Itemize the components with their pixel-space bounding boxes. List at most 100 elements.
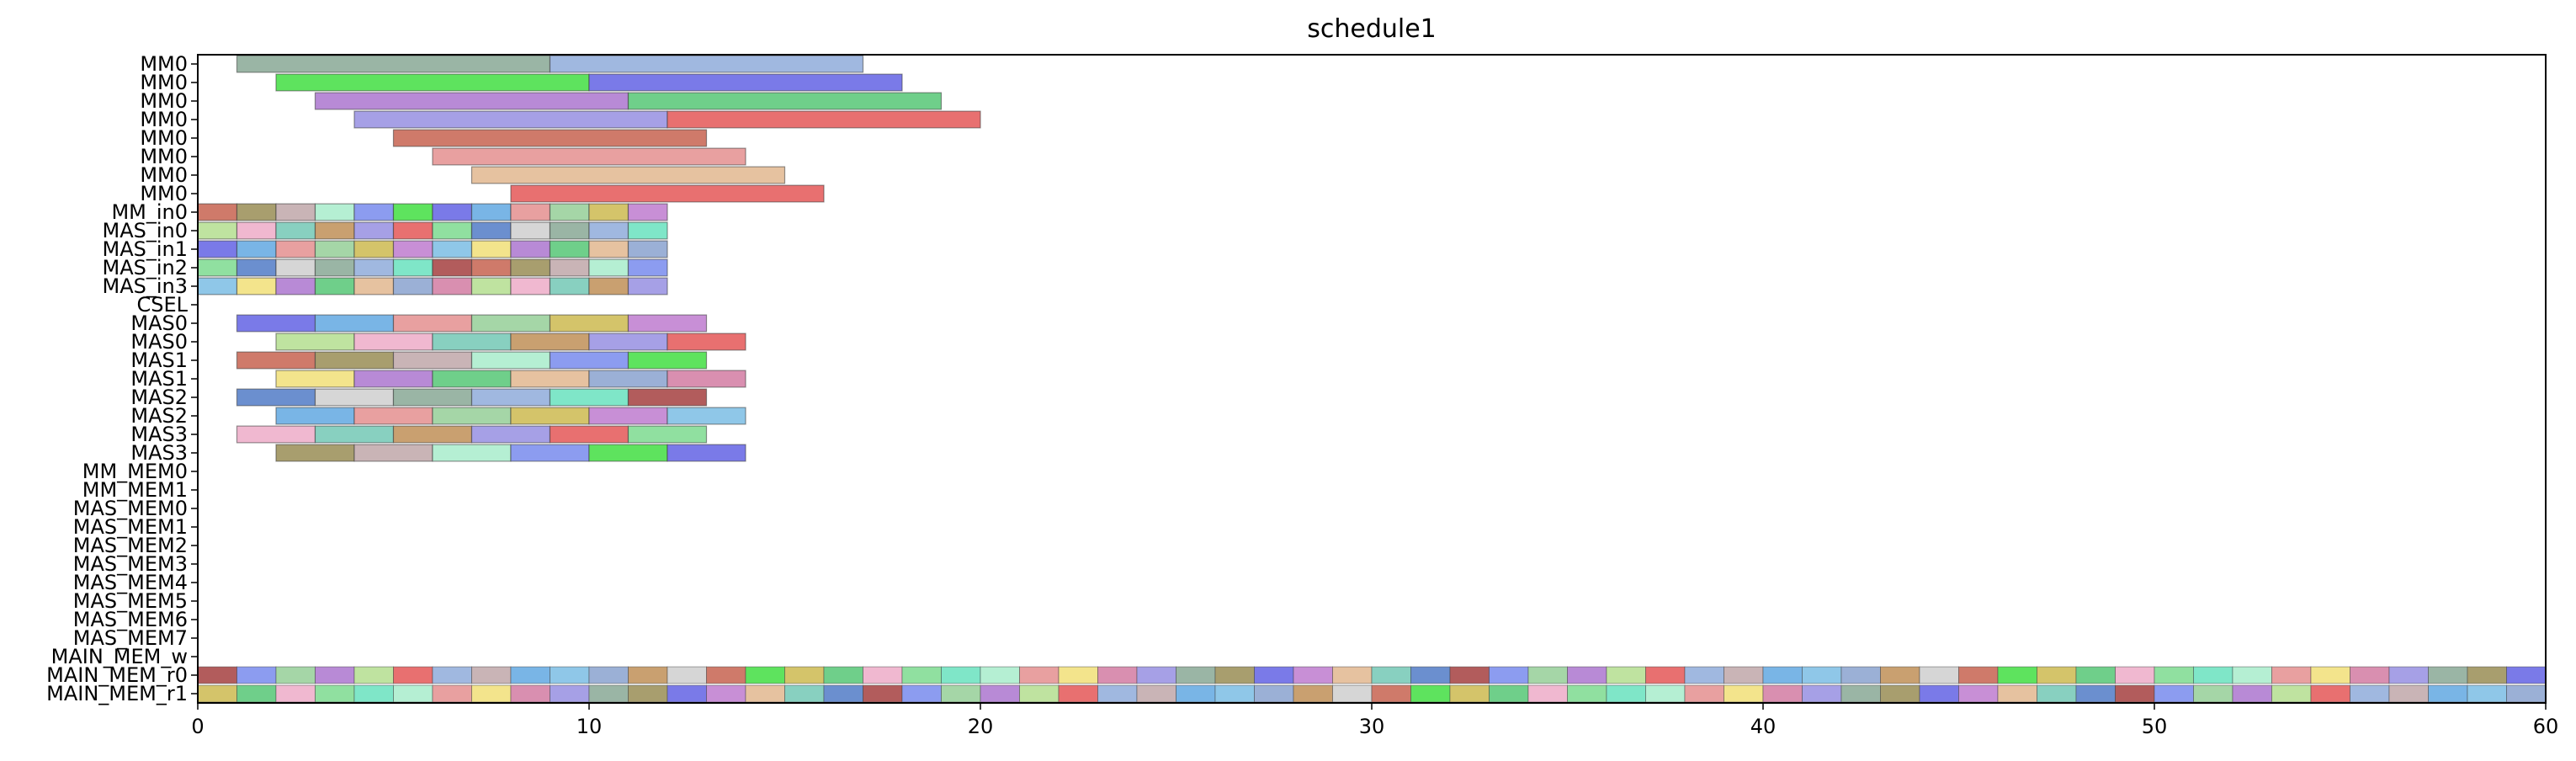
schedule-bar bbox=[1645, 684, 1686, 703]
x-tick-label: 60 bbox=[2533, 715, 2559, 738]
schedule-bar bbox=[667, 333, 746, 351]
schedule-bar bbox=[2467, 666, 2507, 684]
schedule-bar bbox=[706, 666, 746, 684]
schedule-bar bbox=[2193, 666, 2233, 684]
x-tick-label: 10 bbox=[576, 715, 603, 738]
schedule-bar bbox=[1136, 666, 1176, 684]
schedule-bar bbox=[314, 258, 355, 277]
schedule-bar bbox=[1880, 684, 1920, 703]
y-tick-label: MAS0 bbox=[130, 311, 188, 335]
schedule-bar bbox=[432, 258, 473, 277]
schedule-bar bbox=[314, 351, 395, 370]
schedule-bar bbox=[315, 666, 355, 684]
schedule-bar bbox=[470, 277, 512, 295]
schedule-bar bbox=[588, 666, 629, 684]
schedule-bar bbox=[588, 407, 668, 425]
y-tick-label: MAS1 bbox=[130, 349, 188, 372]
schedule-bar bbox=[197, 684, 237, 703]
schedule-bar bbox=[2428, 684, 2468, 703]
bars-layer bbox=[197, 55, 2547, 703]
schedule-bar bbox=[1332, 684, 1373, 703]
schedule-bar bbox=[432, 444, 512, 462]
schedule-bar bbox=[275, 333, 355, 351]
y-tick-label: MAIN_MEM_w bbox=[51, 645, 188, 668]
y-tick-label: MAS_in2 bbox=[102, 256, 188, 279]
y-tick-label: MM0 bbox=[140, 108, 188, 131]
y-tick-label: MAS_MEM4 bbox=[73, 571, 188, 594]
schedule-bar bbox=[2115, 666, 2155, 684]
schedule-bar bbox=[784, 666, 825, 684]
schedule-bar bbox=[432, 407, 512, 425]
schedule-bar bbox=[2037, 666, 2077, 684]
y-tick-label: MAIN_MEM_r0 bbox=[46, 663, 188, 687]
schedule-bar bbox=[1019, 684, 1060, 703]
schedule-bar bbox=[275, 258, 316, 277]
schedule-bar bbox=[2350, 666, 2390, 684]
y-tick-label: MAS_in0 bbox=[102, 219, 188, 242]
schedule-bar bbox=[275, 684, 316, 703]
schedule-bar bbox=[2506, 666, 2547, 684]
schedule-bar bbox=[314, 203, 355, 221]
schedule-bar bbox=[901, 666, 942, 684]
y-tick-label: MM_MEM1 bbox=[82, 478, 188, 502]
schedule-bar bbox=[236, 277, 277, 295]
schedule-bar bbox=[236, 666, 277, 684]
y-tick-label: MAS_in3 bbox=[102, 274, 188, 298]
schedule-bar bbox=[1567, 666, 1607, 684]
schedule-bar bbox=[2388, 666, 2429, 684]
schedule-bar bbox=[314, 92, 629, 110]
schedule-bar bbox=[236, 388, 316, 407]
y-tick-label: MAS_MEM7 bbox=[73, 626, 188, 650]
schedule-bar bbox=[1449, 684, 1490, 703]
schedule-bar bbox=[236, 240, 277, 258]
schedule-bar bbox=[1332, 666, 1373, 684]
schedule-bar bbox=[549, 240, 590, 258]
schedule-bar bbox=[627, 92, 943, 110]
schedule-bar bbox=[667, 666, 707, 684]
schedule-bar bbox=[627, 351, 708, 370]
y-tick-label: MM0 bbox=[140, 89, 188, 113]
schedule-bar bbox=[1176, 666, 1216, 684]
schedule-bar bbox=[1527, 684, 1568, 703]
schedule-bar bbox=[197, 258, 238, 277]
schedule-bar bbox=[823, 684, 863, 703]
schedule-bar bbox=[392, 203, 433, 221]
schedule-bar bbox=[510, 370, 590, 388]
schedule-bar bbox=[1176, 684, 1216, 703]
schedule-bar bbox=[510, 240, 551, 258]
schedule-bar bbox=[1254, 666, 1294, 684]
schedule-bar bbox=[2467, 684, 2507, 703]
schedule-bar bbox=[549, 55, 864, 73]
schedule-bar bbox=[353, 684, 394, 703]
schedule-bar bbox=[197, 240, 238, 258]
schedule-bar bbox=[1606, 666, 1646, 684]
schedule-bar bbox=[1489, 684, 1529, 703]
schedule-bar bbox=[2154, 666, 2194, 684]
schedule-bar bbox=[353, 221, 395, 240]
schedule-bar bbox=[197, 666, 237, 684]
schedule-bar bbox=[275, 203, 316, 221]
schedule-bar bbox=[2232, 666, 2272, 684]
y-tick-label: MM0 bbox=[140, 71, 188, 94]
schedule-bar bbox=[314, 221, 355, 240]
y-tick-label: CSEL bbox=[136, 293, 188, 317]
schedule-bar bbox=[236, 684, 277, 703]
y-tick-label: MM0 bbox=[140, 52, 188, 76]
schedule-bar bbox=[588, 684, 629, 703]
schedule-bar bbox=[392, 129, 708, 147]
schedule-bar bbox=[1762, 684, 1803, 703]
schedule-bar bbox=[549, 203, 590, 221]
schedule-bar bbox=[549, 388, 629, 407]
chart-title: schedule1 bbox=[1307, 14, 1437, 44]
schedule-bar bbox=[627, 314, 708, 333]
schedule-bar bbox=[549, 277, 590, 295]
schedule-bar bbox=[863, 684, 903, 703]
y-tick-label: MAS2 bbox=[130, 404, 188, 428]
schedule-bar bbox=[1058, 666, 1098, 684]
schedule-bar bbox=[432, 221, 473, 240]
schedule-bar bbox=[1410, 684, 1451, 703]
schedule-bar bbox=[1802, 666, 1842, 684]
schedule-bar bbox=[588, 221, 629, 240]
schedule-bar bbox=[275, 277, 316, 295]
schedule-bar bbox=[510, 407, 590, 425]
